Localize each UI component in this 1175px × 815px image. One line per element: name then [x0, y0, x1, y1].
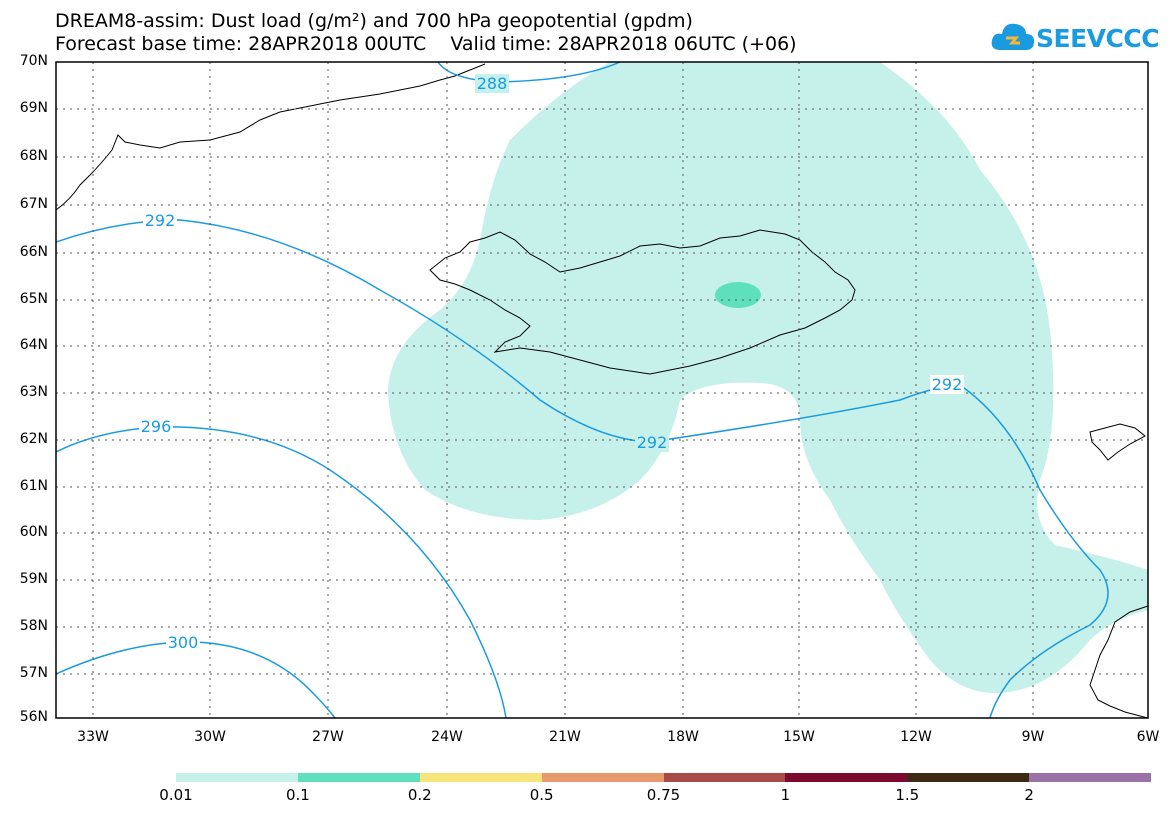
colorbar-label: 0.01 — [159, 786, 193, 804]
dust-area-low — [388, 62, 1148, 694]
lon-label: 30W — [194, 729, 226, 745]
colorbar-segment — [663, 773, 786, 782]
lat-label: 67N — [19, 196, 48, 212]
colorbar — [176, 773, 1151, 782]
faroe-islands-coast — [1089, 423, 1146, 461]
lat-label: 57N — [19, 665, 48, 681]
colorbar-label: 0.75 — [646, 786, 681, 804]
contour-label: 296 — [138, 417, 174, 436]
lon-label: 27W — [312, 729, 344, 745]
contour-label: 292 — [929, 375, 965, 394]
lat-label: 70N — [19, 53, 48, 69]
contour-292 — [56, 219, 1109, 718]
greenland-coast — [56, 63, 486, 211]
lat-label: 63N — [19, 384, 48, 400]
scotland-coast — [1089, 605, 1148, 718]
lon-label: 15W — [783, 729, 815, 745]
lat-label: 66N — [19, 244, 48, 260]
lon-label: 21W — [549, 729, 581, 745]
contour-label: 300 — [165, 633, 201, 652]
cloud-logo-icon — [991, 23, 1035, 50]
lat-label: 68N — [19, 148, 48, 164]
colorbar-label: 0.5 — [529, 786, 554, 804]
contour-label: 292 — [634, 433, 670, 452]
colorbar-label: 1.5 — [895, 786, 920, 804]
colorbar-label: 1 — [780, 786, 791, 804]
contour-label: 292 — [142, 211, 178, 230]
lat-label: 59N — [19, 571, 48, 587]
colorbar-segment — [907, 773, 1030, 782]
logo-text: SEEVCCC — [1036, 24, 1160, 53]
lat-label: 62N — [19, 431, 48, 447]
chart-title-line2: Forecast base time: 28APR2018 00UTC Vali… — [55, 33, 797, 55]
lon-label: 24W — [431, 729, 463, 745]
colorbar-label: 2 — [1024, 786, 1034, 804]
lon-label: 12W — [900, 729, 932, 745]
colorbar-segment — [541, 773, 664, 782]
lat-label: 58N — [19, 618, 48, 634]
lat-label: 64N — [19, 337, 48, 353]
plot-frame — [55, 61, 1149, 719]
lat-label: 56N — [19, 709, 48, 725]
lat-label: 65N — [19, 291, 48, 307]
lat-label: 69N — [19, 100, 48, 116]
gridlines — [56, 62, 1148, 718]
iceland-coast — [429, 229, 856, 375]
lon-label: 33W — [77, 729, 109, 745]
lat-label: 60N — [19, 524, 48, 540]
contour-300 — [56, 641, 336, 718]
chart-title-line1: DREAM8-assim: Dust load (g/m²) and 700 h… — [55, 10, 693, 32]
colorbar-segment — [176, 773, 298, 782]
colorbar-label: 0.2 — [407, 786, 432, 804]
dust-area-mid — [715, 282, 761, 308]
colorbar-segment — [1029, 773, 1151, 782]
colorbar-label: 0.1 — [285, 786, 310, 804]
lon-label: 18W — [667, 729, 699, 745]
lat-label: 61N — [19, 478, 48, 494]
contour-296 — [56, 426, 507, 718]
lon-label: 9W — [1021, 729, 1045, 745]
lon-label: 6W — [1136, 729, 1160, 745]
contour-label: 288 — [474, 74, 510, 93]
colorbar-segment — [297, 773, 420, 782]
colorbar-segment — [419, 773, 542, 782]
colorbar-segment — [785, 773, 908, 782]
